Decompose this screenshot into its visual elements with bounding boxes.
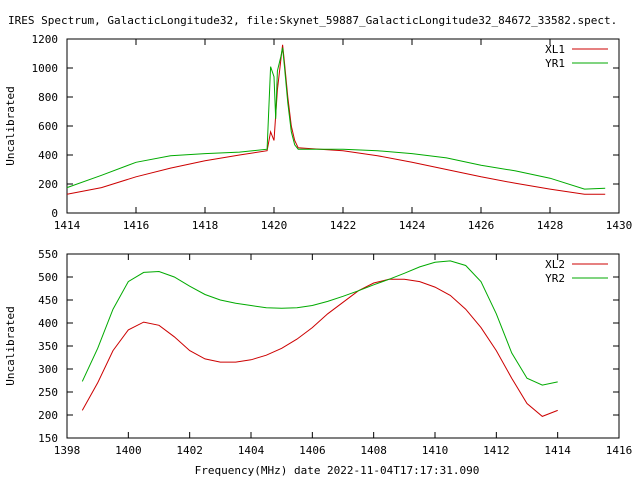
x-tick-label: 1414: [54, 219, 81, 232]
x-tick-label: 1406: [299, 444, 326, 457]
y-tick-label: 450: [38, 294, 58, 307]
y-tick-label: 0: [51, 207, 58, 220]
x-tick-label: 1408: [360, 444, 387, 457]
x-tick-label: 1418: [192, 219, 219, 232]
legend-label: YR2: [545, 272, 565, 285]
x-tick-label: 1404: [238, 444, 265, 457]
x-tick-label: 1414: [544, 444, 571, 457]
x-tick-label: 1426: [468, 219, 495, 232]
x-tick-label: 1416: [606, 444, 633, 457]
x-tick-label: 1412: [483, 444, 510, 457]
series-line-xl2: [81, 278, 558, 417]
plot-frame: [66, 253, 620, 439]
x-tick-label: 1420: [261, 219, 288, 232]
y-tick-label: 800: [38, 91, 58, 104]
x-tick-label: 1398: [54, 444, 81, 457]
y-tick-label: 600: [38, 120, 58, 133]
y-tick-label: 400: [38, 149, 58, 162]
x-tick-label: 1430: [606, 219, 633, 232]
y-tick-label: 500: [38, 271, 58, 284]
series-line-yr1: [66, 47, 606, 190]
y-tick-label: 350: [38, 340, 58, 353]
chart-panel-top: 1414 1416 1418 1420 1422 1424 1426 1428 1430 0 200…: [4, 33, 632, 232]
x-tick-label: 1424: [399, 219, 426, 232]
y-tick-label: 250: [38, 386, 58, 399]
chart-panel-bottom: 1398 1400 1402 1404 1406 1408 1410 1412 1414 1416…: [4, 248, 632, 457]
x-tick-label: 1422: [330, 219, 357, 232]
figure-title: IRES Spectrum, GalacticLongitude32, file…: [8, 14, 617, 27]
legend-label: YR1: [545, 57, 565, 70]
y-tick-label: 150: [38, 432, 58, 445]
x-tick-label: 1416: [123, 219, 150, 232]
x-tick-label: 1410: [422, 444, 449, 457]
series-line-xl1: [66, 44, 606, 195]
y-tick-label: 1000: [32, 62, 59, 75]
y-tick-label: 400: [38, 317, 58, 330]
x-axis-label: Frequency(MHz) date 2022-11-04T17:17:31.…: [195, 464, 480, 477]
y-axis-label: Uncalibrated: [4, 306, 17, 385]
legend-label: XL1: [545, 43, 565, 56]
x-tick-label: 1400: [115, 444, 142, 457]
y-axis-label: Uncalibrated: [4, 86, 17, 165]
x-tick-label: 1402: [176, 444, 203, 457]
y-tick-label: 200: [38, 178, 58, 191]
y-tick-label: 300: [38, 363, 58, 376]
y-tick-label: 1200: [32, 33, 59, 46]
x-tick-label: 1428: [537, 219, 564, 232]
y-tick-label: 200: [38, 409, 58, 422]
y-tick-label: 550: [38, 248, 58, 261]
series-line-yr2: [81, 260, 558, 386]
legend-label: XL2: [545, 258, 565, 271]
